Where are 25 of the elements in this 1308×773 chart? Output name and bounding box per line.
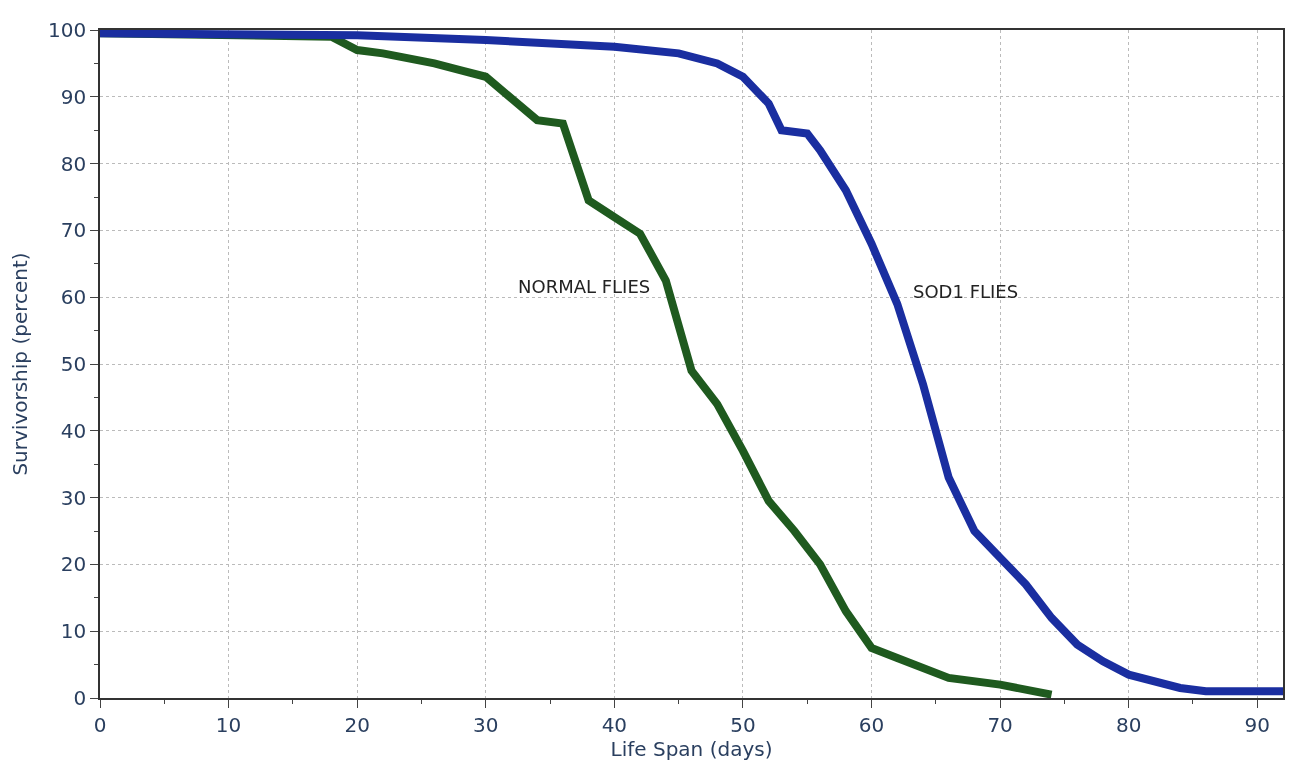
x-axis-title: Life Span (days) (610, 736, 773, 761)
y-tick-label: 20 (60, 552, 87, 577)
y-tick-label: 30 (60, 485, 87, 510)
series-label: SOD1 FLIES (913, 281, 1019, 302)
x-tick-label: 60 (858, 712, 885, 737)
x-tick-label: 50 (730, 712, 756, 737)
x-tick-label: 40 (601, 712, 628, 737)
y-tick-label: 90 (60, 84, 87, 109)
y-tick-label: 60 (60, 285, 87, 310)
y-tick-label: 10 (60, 619, 87, 644)
y-axis-title: Survivorship (percent) (8, 252, 33, 476)
y-tick-label: 40 (60, 418, 87, 443)
y-tick-label: 100 (48, 18, 87, 42)
x-tick-label: 0 (93, 712, 107, 737)
series-label: NORMAL FLIES (518, 276, 651, 297)
y-tick-label: 0 (73, 686, 87, 710)
x-tick-label: 70 (987, 712, 1013, 737)
x-tick-label: 80 (1115, 712, 1142, 737)
y-tick-label: 50 (60, 352, 87, 376)
x-tick-label: 90 (1244, 712, 1271, 737)
x-tick-label: 20 (344, 712, 370, 737)
y-tick-label: 80 (60, 151, 87, 176)
x-tick-label: 10 (215, 712, 242, 737)
x-tick-label: 30 (473, 712, 499, 737)
y-tick-label: 70 (60, 218, 87, 243)
